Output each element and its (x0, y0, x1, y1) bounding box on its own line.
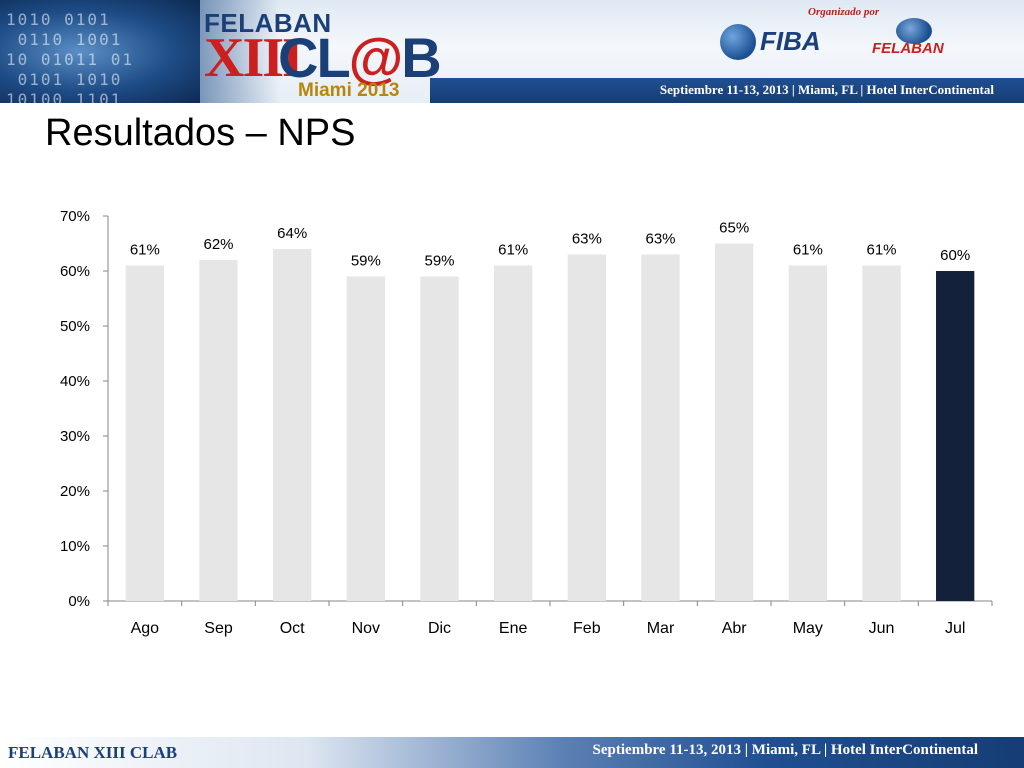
y-tick-label: 40% (60, 373, 90, 390)
brand-clab: CL@B (278, 26, 442, 89)
x-tick-label: Sep (204, 620, 233, 637)
event-info: Septiembre 11-13, 2013 | Miami, FL | Hot… (659, 82, 994, 97)
x-tick-label: Ago (131, 620, 160, 637)
y-tick-label: 50% (60, 318, 90, 335)
bar-feb (567, 254, 606, 601)
y-tick-label: 60% (60, 263, 90, 280)
binary-background: 1010 0101 0110 1001 10 01011 01 0101 101… (0, 0, 200, 103)
x-tick-label: Mar (647, 620, 675, 637)
slide-title: Resultados – NPS (45, 112, 356, 154)
footer-event-name: FELABAN XIII CLAB (8, 743, 178, 762)
data-label: 63% (645, 231, 675, 248)
bar-dic (420, 276, 459, 601)
bar-ago (125, 265, 164, 601)
x-tick-label: Nov (352, 620, 380, 637)
x-tick-label: Jun (869, 620, 895, 637)
data-label: 61% (793, 242, 823, 259)
felaban-logo: FELABAN (870, 18, 960, 62)
data-label: 61% (498, 242, 528, 259)
x-tick-label: Oct (280, 620, 305, 637)
bar-nov (346, 276, 385, 601)
y-tick-label: 0% (68, 593, 90, 610)
bar-abr (715, 243, 754, 601)
y-tick-label: 70% (60, 208, 90, 225)
header-banner: 1010 0101 0110 1001 10 01011 01 0101 101… (0, 0, 1024, 103)
brand-roman-numeral: XIII (204, 27, 304, 89)
y-tick-label: 10% (60, 538, 90, 555)
globe-icon (720, 24, 756, 60)
globe-icon (896, 18, 932, 44)
bar-mar (641, 254, 680, 601)
data-label: 61% (130, 242, 160, 259)
data-label: 59% (424, 253, 454, 270)
bar-may (788, 265, 827, 601)
footer-event-info: Septiembre 11-13, 2013 | Miami, FL | Hot… (592, 742, 978, 758)
y-tick-label: 20% (60, 483, 90, 500)
x-tick-label: Dic (428, 620, 451, 637)
x-tick-label: Jul (945, 620, 965, 637)
x-tick-label: May (793, 620, 823, 637)
data-label: 59% (351, 253, 381, 270)
brand-city: Miami 2013 (298, 80, 400, 101)
data-label: 60% (940, 247, 970, 264)
binary-pattern-icon: 1010 0101 0110 1001 10 01011 01 0101 101… (6, 10, 134, 103)
bar-ene (494, 265, 533, 601)
data-label: 64% (277, 225, 307, 242)
footer-bar: FELABAN XIII CLAB Septiembre 11-13, 2013… (0, 737, 1024, 768)
bar-oct (273, 249, 312, 601)
bar-sep (199, 260, 238, 601)
fiba-logo: FIBA (720, 22, 836, 62)
data-label: 62% (203, 236, 233, 253)
bar-jun (862, 265, 901, 601)
brand-felaban: FELABAN (204, 8, 332, 38)
data-label: 63% (572, 231, 602, 248)
y-tick-label: 30% (60, 428, 90, 445)
organized-by-label: Organizado por (808, 6, 880, 18)
x-tick-label: Ene (499, 620, 528, 637)
x-tick-label: Abr (722, 620, 748, 637)
event-strip: Septiembre 11-13, 2013 | Miami, FL | Hot… (430, 78, 1024, 103)
data-label: 65% (719, 220, 749, 237)
x-tick-label: Feb (573, 620, 601, 637)
bar-jul (936, 271, 975, 601)
data-label: 61% (866, 242, 896, 259)
